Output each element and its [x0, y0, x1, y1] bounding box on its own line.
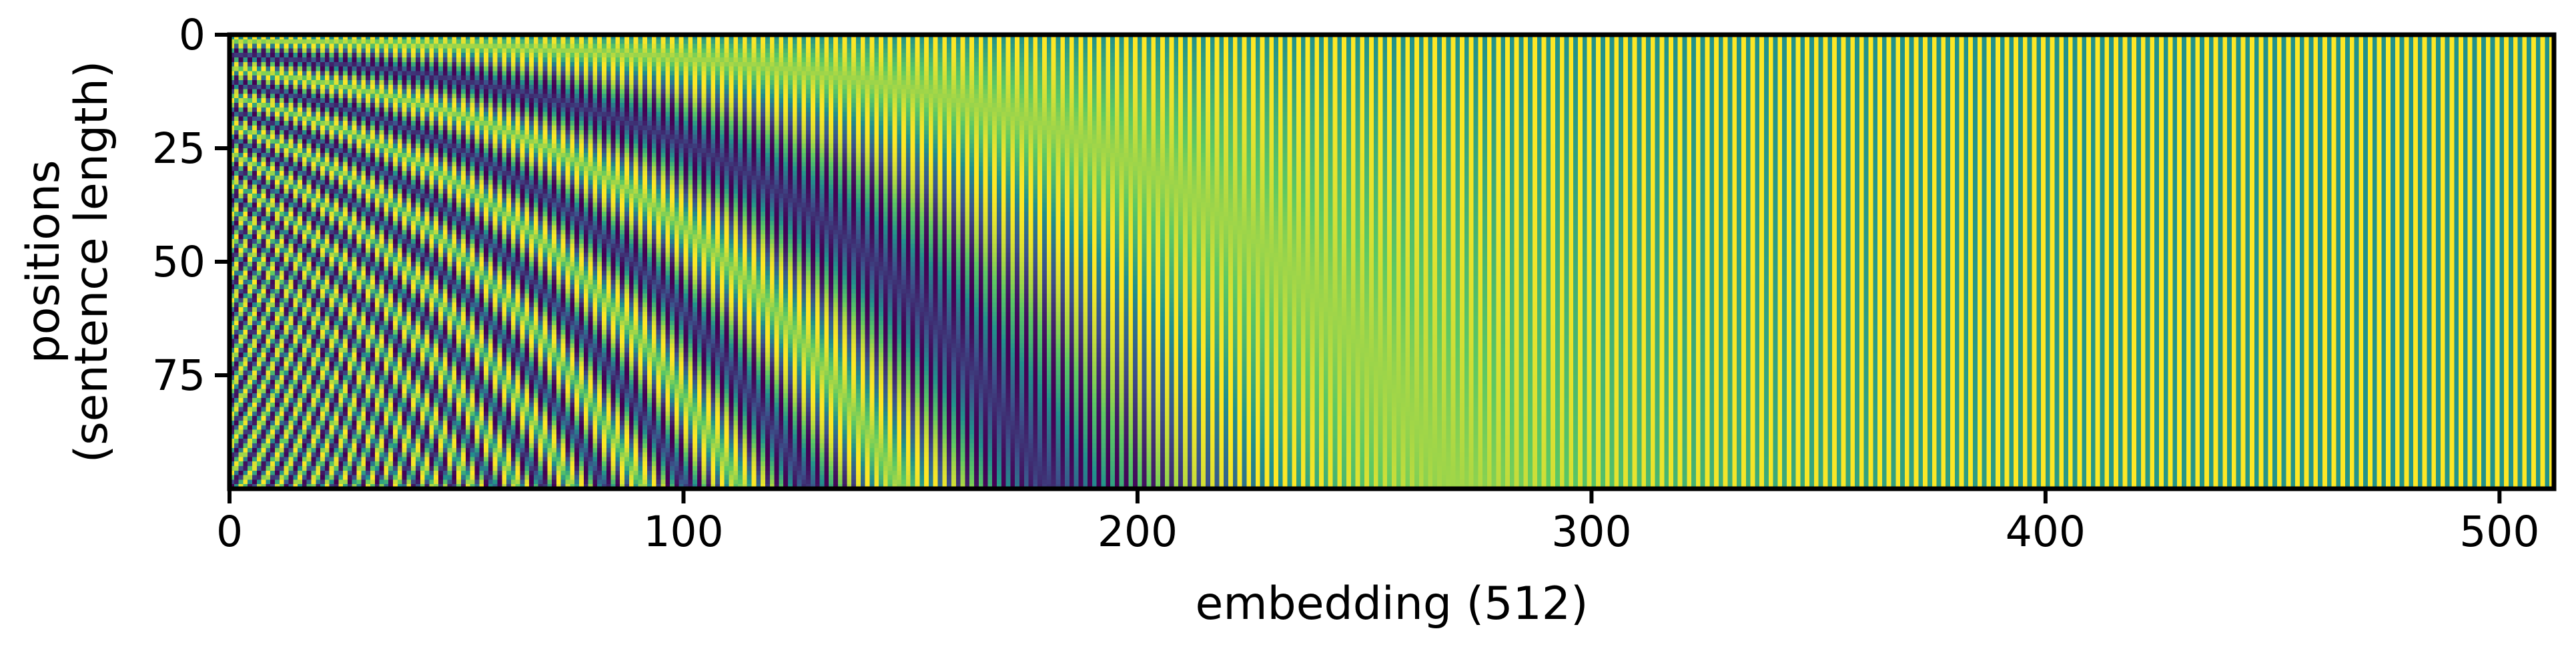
x-tick-label: 200 [1098, 507, 1178, 556]
y-tick-label: 25 [152, 124, 205, 173]
y-axis-label-line-2: (sentence length) [65, 61, 118, 463]
y-axis: 0 25 50 75 [152, 11, 230, 400]
y-tick-label: 50 [152, 238, 205, 286]
x-tick-label: 100 [643, 507, 723, 556]
y-tick-label: 0 [179, 11, 205, 59]
x-tick-label: 500 [2459, 507, 2539, 556]
x-tick-label: 0 [216, 507, 243, 556]
heatmap-image [230, 35, 2554, 489]
y-tick-label: 75 [152, 351, 205, 400]
x-tick-label: 400 [2006, 507, 2086, 556]
x-axis: 0 100 200 300 400 500 [216, 489, 2540, 556]
y-axis-label-line-1: positions [17, 160, 70, 364]
x-tick-label: 300 [1551, 507, 1631, 556]
x-axis-label: embedding (512) [1195, 578, 1588, 630]
